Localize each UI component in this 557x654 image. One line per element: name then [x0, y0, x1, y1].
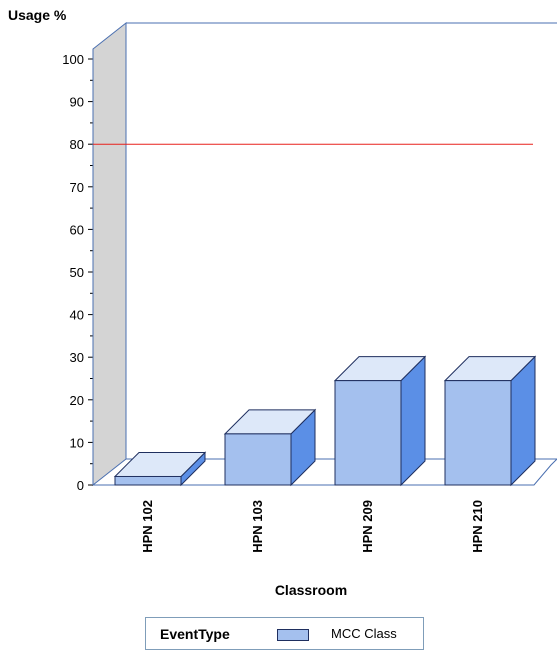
y-tick-label: 80 — [70, 137, 84, 152]
y-tick-label: 100 — [62, 52, 84, 67]
legend-label-mcc-class: MCC Class — [331, 626, 397, 641]
bars — [113, 355, 537, 487]
y-tick-label: 30 — [70, 350, 84, 365]
y-axis-label: Usage % — [8, 7, 67, 23]
y-tick-label: 60 — [70, 222, 84, 237]
y-tick-label: 10 — [70, 435, 84, 450]
x-tick-label: HPN 209 — [360, 500, 375, 553]
bar-hpn-210 — [443, 355, 537, 487]
bar-hpn-103 — [223, 408, 317, 487]
y-tick-label: 90 — [70, 95, 84, 110]
bar-front — [224, 433, 292, 486]
y-tick-label: 70 — [70, 180, 84, 195]
y-tick-label: 40 — [70, 308, 84, 323]
bar-front — [444, 380, 512, 486]
bar-front — [114, 475, 182, 486]
y-tick-label: 50 — [70, 265, 84, 280]
bar-hpn-102 — [113, 451, 207, 487]
y-tick-label: 0 — [77, 478, 84, 493]
legend-swatch-mcc-class — [277, 629, 309, 641]
x-axis-tick-labels: HPN 102 HPN 103 HPN 209 HPN 210 — [140, 500, 485, 553]
y-axis: 0 10 20 30 40 50 60 70 80 90 100 — [62, 49, 94, 493]
y-tick-label: 20 — [70, 393, 84, 408]
x-axis-label: Classroom — [275, 582, 347, 598]
bar-hpn-209 — [333, 355, 427, 487]
left-wall — [92, 21, 127, 487]
legend-title: EventType — [160, 626, 230, 642]
x-tick-label: HPN 103 — [250, 500, 265, 553]
bar-front — [334, 380, 402, 486]
x-tick-label: HPN 102 — [140, 500, 155, 553]
x-tick-label: HPN 210 — [470, 500, 485, 553]
legend: EventType MCC Class — [145, 617, 424, 650]
